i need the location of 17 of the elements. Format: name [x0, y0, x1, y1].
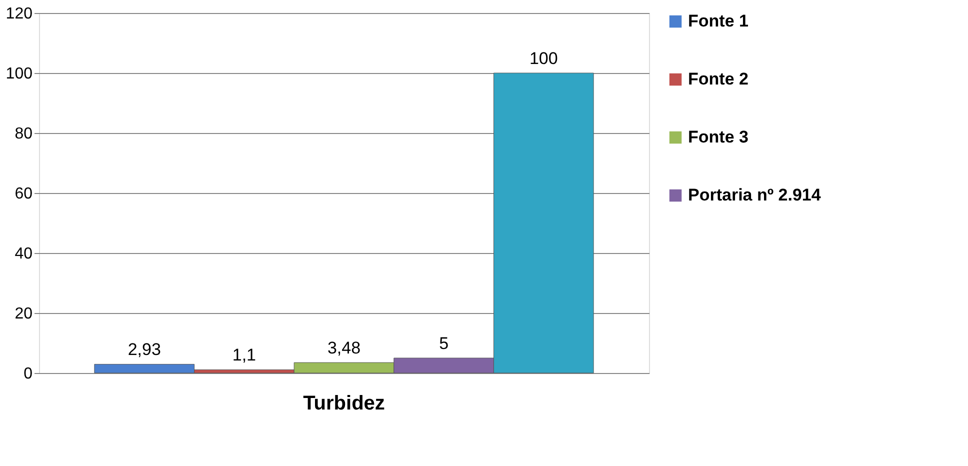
y-tick-label: 80 — [14, 126, 33, 142]
data-label: 2,93 — [128, 340, 161, 360]
legend-label: Fonte 3 — [688, 128, 748, 146]
y-tick-label: 100 — [6, 66, 33, 82]
y-tick-label: 20 — [14, 306, 33, 322]
data-label: 1,1 — [232, 346, 256, 365]
legend-label: Portaria nº 2.914 — [688, 186, 822, 204]
data-label: 5 — [439, 334, 449, 353]
data-label: 3,48 — [327, 338, 361, 358]
y-tick-label: 40 — [14, 246, 33, 262]
y-tick-label: 120 — [6, 6, 33, 22]
data-label: 100 — [529, 49, 558, 68]
legend-label: Fonte 2 — [688, 70, 748, 88]
y-tick-label: 0 — [24, 366, 33, 382]
y-tick-label: 60 — [14, 186, 33, 202]
x-tick-label: Turbidez — [303, 392, 385, 414]
legend-label: Fonte 1 — [688, 12, 748, 30]
